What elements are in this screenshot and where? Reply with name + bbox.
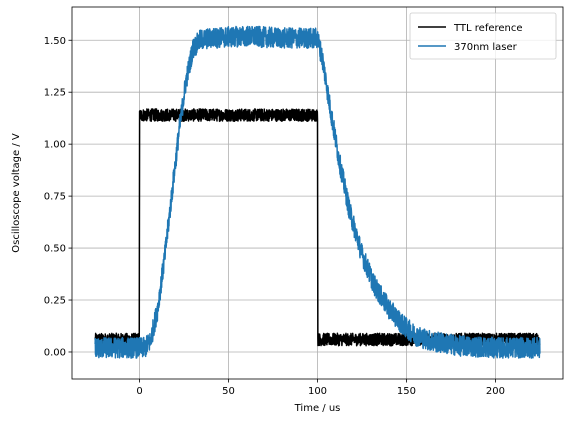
y-tick-label: 0.75: [44, 192, 66, 203]
legend: TTL reference 370nm laser: [409, 12, 557, 60]
y-tick-label: 0.50: [44, 244, 66, 255]
series-line-1: [94, 25, 541, 359]
x-axis-label: Time / us: [294, 403, 341, 414]
legend-box: [409, 12, 557, 60]
x-tick-label: 100: [308, 386, 327, 397]
y-tick-label: 1.25: [44, 88, 66, 99]
x-tick-label: 50: [222, 386, 235, 397]
legend-label-laser: 370nm laser: [454, 42, 518, 53]
y-tick-label: 1.00: [44, 140, 66, 151]
y-tick-label: 0.00: [44, 347, 66, 358]
series-layer: [94, 25, 541, 359]
y-tick-label: 0.25: [44, 296, 66, 307]
x-tick-label: 200: [486, 386, 505, 397]
x-tick-label: 0: [136, 386, 142, 397]
x-tick-label: 150: [397, 386, 416, 397]
y-tick-label: 1.50: [44, 36, 66, 47]
y-axis-label: Oscilloscope voltage / V: [11, 133, 22, 253]
y-axis: 0.00 0.25 0.50 0.75 1.00 1.25 1.50: [44, 36, 72, 358]
legend-label-ttl: TTL reference: [453, 23, 523, 34]
x-axis: 0 50 100 150 200: [136, 379, 505, 397]
